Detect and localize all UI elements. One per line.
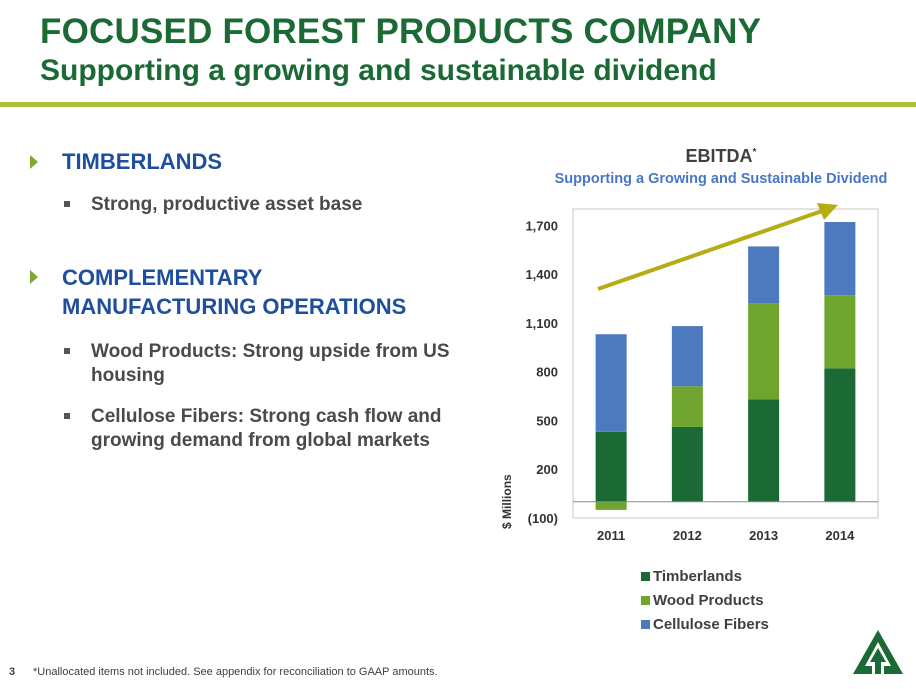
legend-swatch [641,572,650,581]
x-tick-label: 2014 [825,528,855,543]
page-title: FOCUSED FOREST PRODUCTS COMPANY [40,12,762,51]
x-tick-label: 2012 [673,528,702,543]
bullet-arrow-icon [30,270,38,284]
sub-bullet-icon [64,413,70,419]
trend-arrow-head-icon [817,203,838,220]
bar-timberlands [671,426,703,502]
legend-swatch [641,620,650,629]
tree-logo-icon [853,630,903,674]
bullet-text: Wood Products: Strong upside from US hou… [91,341,450,386]
bar-cellulose-fibers [824,222,856,296]
y-tick-label: 500 [536,413,558,428]
chart-subtitle: Supporting a Growing and Sustainable Div… [554,171,888,187]
y-tick-label: 800 [536,365,558,380]
bullet-text: Strong, productive asset base [91,194,363,215]
bar-wood-products [671,386,703,427]
x-tick-label: 2013 [749,528,778,543]
section-heading-timberlands: TIMBERLANDS [62,149,223,174]
bar-timberlands [748,399,780,502]
bar-timberlands [824,368,856,502]
chart-title-footnote-mark: * [752,147,757,158]
y-tick-label: 200 [536,462,558,477]
bar-timberlands [595,431,627,502]
x-tick-label: 2011 [597,528,625,543]
chart-title: EBITDA* [685,146,757,166]
bullet-text: Cellulose Fibers: Strong cash flow and g… [91,406,442,451]
sub-bullet-icon [64,201,70,207]
legend-item: Timberlands [641,568,742,585]
section-heading-line1: COMPLEMENTARY [62,265,263,290]
legend-label: Wood Products [653,592,764,609]
y-tick-label: 1,100 [525,316,558,331]
bar-wood-products [595,501,627,510]
sub-bullet-icon [64,348,70,354]
page-subtitle: Supporting a growing and sustainable div… [40,54,717,87]
y-axis-label: $ Millions [500,474,514,529]
bullet-arrow-icon [30,155,38,169]
bar-cellulose-fibers [595,334,627,432]
trend-arrow-line [597,209,823,291]
section-heading-line2: MANUFACTURING OPERATIONS [62,294,407,319]
page-number: 3 [9,666,16,678]
y-tick-label: (100) [528,511,558,526]
legend-item: Wood Products [641,592,764,609]
footnote: *Unallocated items not included. See app… [33,666,438,678]
plot-frame [572,208,879,519]
y-tick-label: 1,400 [525,267,558,282]
section-heading-manufacturing: COMPLEMENTARY MANUFACTURING OPERATIONS [62,263,406,321]
header-divider [0,102,916,107]
bar-cellulose-fibers [671,326,703,387]
y-tick-label: 1,700 [525,218,558,233]
bar-wood-products [748,303,780,400]
legend-swatch [641,596,650,605]
legend-item: Cellulose Fibers [641,616,769,633]
legend-label: Cellulose Fibers [653,616,769,633]
bar-wood-products [824,295,856,369]
bar-cellulose-fibers [748,246,780,304]
legend-label: Timberlands [653,568,742,585]
